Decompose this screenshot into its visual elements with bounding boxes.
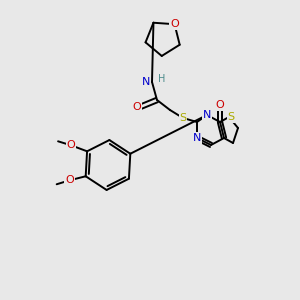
Text: O: O — [65, 175, 74, 185]
Text: O: O — [67, 140, 76, 150]
Text: N: N — [142, 77, 150, 87]
Text: O: O — [216, 100, 224, 110]
Text: N: N — [193, 133, 201, 143]
Text: O: O — [170, 19, 179, 29]
Text: S: S — [227, 112, 235, 122]
Text: N: N — [203, 110, 211, 120]
Text: S: S — [179, 113, 187, 123]
Text: H: H — [158, 74, 165, 84]
Text: O: O — [133, 102, 141, 112]
